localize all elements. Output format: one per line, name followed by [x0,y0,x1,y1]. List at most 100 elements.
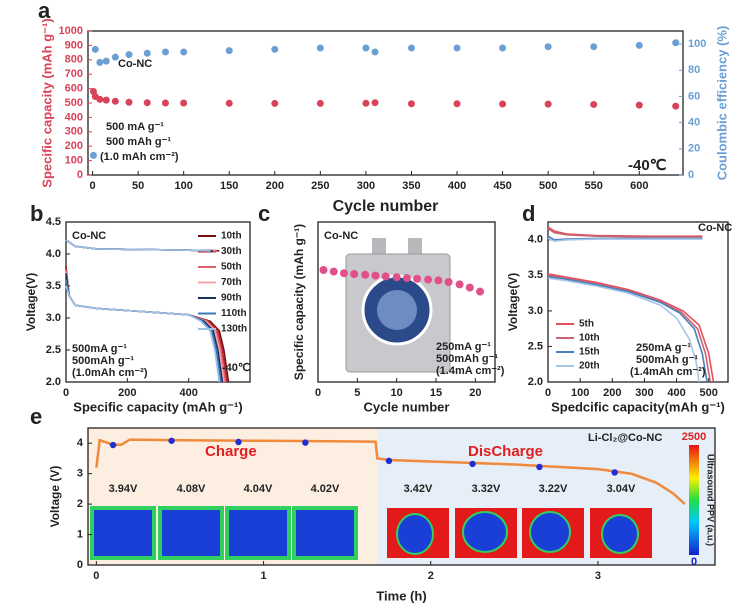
y-tick-label: 0 [77,169,83,181]
legend-label: 10th [579,333,600,344]
point [499,44,507,52]
y-axis-label: Voltage(V) [506,273,520,331]
heatmap [292,506,358,560]
heatmap-blob [529,511,571,553]
y-tick-label: 300 [65,126,83,138]
point [413,274,422,283]
y-tick-label: 200 [65,140,83,152]
heatmap [90,506,156,560]
value-label: 3.32V [472,483,501,495]
point [271,99,279,107]
annotation: 500mAh g⁻¹ [636,354,698,366]
heatmap-blob [601,514,639,554]
plot-frame [87,427,716,566]
y-axis-label: Voltage (V) [48,466,62,528]
y-tick-label: 800 [65,54,83,66]
point [424,275,433,284]
point [143,99,151,107]
annotation: Co-NC [324,230,358,242]
y-tick-label: 3 [77,468,83,480]
y-tick-label: 1 [77,528,83,540]
line [547,237,703,383]
x-tick-label: 10 [391,387,403,399]
point [161,48,169,56]
point [635,41,643,49]
y-tick-label: 2.5 [46,344,61,356]
point [362,99,370,107]
point [180,99,188,107]
point [271,45,279,53]
heatmap [225,506,291,560]
line [65,239,221,383]
y-axis-label: Specific capacity (mAh g⁻¹) [39,18,54,187]
point [371,48,379,56]
point [455,280,464,289]
point [444,278,453,286]
legend-label: 50th [221,262,242,273]
point [225,99,233,107]
legend-label: 10th [221,231,242,242]
annotation: 500 mA g⁻¹ [106,121,164,133]
value-label: 3.94V [109,483,138,495]
annotation: 250mA g⁻¹ [636,342,691,354]
marker [385,457,393,465]
plot-frame [65,221,251,383]
point [672,39,680,47]
plot-frame [317,221,496,383]
point [499,100,507,108]
point [143,49,151,57]
legend-label: 5th [579,319,594,330]
point [407,44,415,52]
point [590,100,598,108]
colorbar-max: 2500 [682,431,706,443]
legend-label: 90th [221,293,242,304]
logo-inner [377,290,417,330]
point [102,96,110,104]
x-tick-label: 100 [174,180,192,192]
x-tick-label: 5 [354,387,360,399]
point [402,274,411,282]
point [350,270,359,278]
point [434,276,443,285]
point [453,100,461,108]
annotation: 250mA g⁻¹ [436,341,491,353]
x-tick-label: 200 [266,180,284,192]
point [476,287,485,296]
x-axis-label: Cycle number [364,399,450,414]
point [371,99,379,107]
point [544,43,552,51]
annotation: 500mAh g⁻¹ [436,353,498,365]
y-tick-label: 500 [65,97,83,109]
y-tick-label: 900 [65,39,83,51]
x-tick-label: 350 [402,180,420,192]
point [96,95,104,103]
y-tick-label: 4 [77,437,84,449]
battery-inset [345,238,451,373]
y-tick-label: 3.0 [46,312,61,324]
value-label: 3.22V [539,483,568,495]
x-tick-label: 200 [118,387,136,399]
x-tick-label: 500 [539,180,557,192]
annotation: 500 mAh g⁻¹ [106,136,171,148]
x-tick-label: 0 [315,387,321,399]
value-label: 3.42V [404,483,433,495]
panel-label: c [258,201,270,226]
x-tick-label: 250 [311,180,329,192]
point [180,48,188,56]
panel-label: b [30,201,43,226]
point [465,283,474,292]
x-tick-label: 0 [63,387,69,399]
value-label: 4.02V [311,483,340,495]
x-axis-label: Cycle number [333,198,439,215]
x-axis-label: Time (h) [376,588,426,603]
legend-label: 110th [221,308,247,319]
y-tick-label: 2.0 [528,376,543,388]
legend-label: 15th [579,347,600,358]
y-tick-label: 2 [77,498,83,510]
point [371,271,380,280]
legend-label: 20th [579,361,600,372]
point [89,151,97,159]
point [339,269,348,278]
y-tick-label: 4.0 [528,234,543,246]
